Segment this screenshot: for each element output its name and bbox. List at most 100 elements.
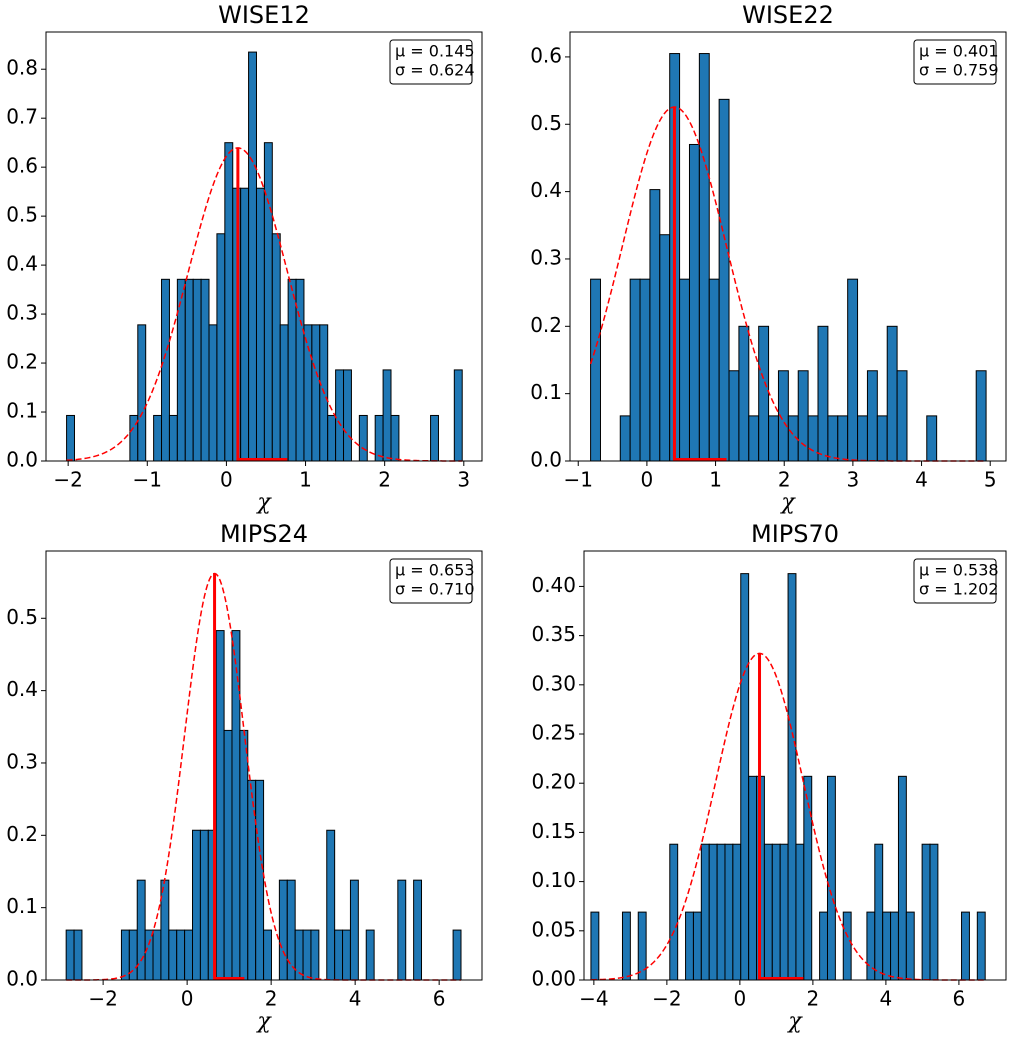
x-axis-label: χ	[786, 1009, 803, 1034]
y-tick-label: 0.1	[6, 894, 38, 918]
bar	[797, 370, 809, 462]
x-tick-label: −1	[563, 468, 592, 492]
y-tick-label: 0.30	[531, 671, 576, 695]
y-tick-label: 0.10	[531, 868, 576, 892]
x-tick-label: 4	[915, 468, 928, 492]
x-tick-label: 2	[265, 987, 278, 1011]
x-tick-label: −1	[133, 468, 162, 492]
bar	[286, 879, 296, 981]
bar	[255, 779, 265, 981]
bar	[342, 929, 351, 981]
stats-box	[913, 558, 997, 604]
subplot-title: WISE22	[742, 1, 834, 29]
bar	[688, 143, 700, 462]
bar	[629, 278, 641, 462]
axes-frame	[569, 31, 1007, 462]
bar	[365, 929, 375, 981]
bar	[779, 843, 789, 981]
bar	[326, 829, 336, 981]
bar	[724, 843, 734, 981]
y-tick-label: 0.4	[6, 252, 38, 276]
bar	[137, 324, 147, 462]
bar	[168, 414, 178, 462]
y-tick-label: 0.2	[6, 822, 38, 846]
bar	[231, 630, 241, 981]
stats-mu: μ = 0.538	[919, 561, 999, 580]
bar	[817, 325, 829, 462]
bar	[397, 879, 407, 981]
y-tick-label: 0.05	[531, 917, 576, 941]
bar	[160, 879, 170, 981]
y-tick-label: 0.6	[530, 43, 562, 67]
x-tick-label: −2	[652, 987, 681, 1011]
bar	[413, 879, 423, 981]
bar	[975, 370, 987, 462]
subplot: −2 −1 0 1 2 3 0.0 0.1 0.2 0.3 0.4 0.5 0.6 0.7 0.8 WISE1…	[6, 1, 483, 515]
bar	[857, 415, 868, 462]
bar	[874, 843, 884, 981]
x-tick-label: 4	[880, 987, 893, 1011]
bar	[216, 233, 226, 462]
subplot: −4 −2 0 2 4 6 0.00 0.05 0.10 0.15 0.20 0.25 0.30 0.35…	[531, 520, 1007, 1034]
subplot-title: WISE12	[218, 1, 310, 29]
bar	[382, 369, 392, 462]
x-tick-label: 5	[984, 468, 997, 492]
x-tick-label: −4	[579, 987, 608, 1011]
x-tick-label: 0	[641, 468, 654, 492]
bar	[208, 324, 218, 462]
bar	[826, 775, 836, 981]
bar	[239, 729, 249, 981]
y-tick-label: 0.7	[6, 105, 38, 129]
bar	[976, 911, 986, 981]
x-tick-label: 0	[181, 987, 194, 1011]
bar	[787, 573, 797, 981]
bar	[453, 369, 463, 462]
y-tick-label: 0.20	[531, 770, 576, 794]
bar	[763, 843, 773, 981]
bar	[758, 325, 770, 462]
bar	[639, 278, 651, 462]
bar	[728, 370, 740, 462]
bar	[287, 278, 297, 462]
bar	[926, 415, 938, 462]
bar	[327, 414, 337, 462]
bar	[335, 369, 345, 462]
subplot: −1 0 1 2 3 4 5 0.0 0.1 0.2 0.3 0.4 0.5 0.6 WISE22 χ μ = …	[530, 1, 1007, 515]
y-tick-label: 0.2	[530, 313, 562, 337]
bar	[278, 879, 288, 981]
y-tick-label: 0.3	[6, 749, 38, 773]
fit-curve	[66, 572, 461, 981]
bar	[819, 911, 828, 981]
x-tick-label: 4	[349, 987, 362, 1011]
bar	[168, 929, 178, 981]
bar	[669, 843, 679, 981]
x-tick-label: 1	[299, 468, 312, 492]
bar	[153, 414, 163, 462]
bar	[679, 278, 690, 462]
y-tick-label: 0.0	[6, 448, 38, 472]
bar	[590, 911, 600, 981]
x-axis-label: χ	[255, 490, 272, 515]
y-tick-label: 0.0	[6, 967, 38, 991]
bar	[827, 415, 839, 462]
bar	[866, 911, 876, 981]
bar	[184, 929, 194, 981]
stats-mu: μ = 0.145	[395, 42, 475, 61]
bar	[279, 324, 289, 462]
y-tick-label: 0.25	[531, 721, 576, 745]
bar	[896, 370, 908, 462]
bar	[240, 187, 250, 462]
axes-frame	[45, 31, 483, 462]
x-tick-label: 2	[378, 468, 391, 492]
bar	[649, 189, 661, 462]
y-tick-label: 0.3	[530, 245, 562, 269]
stats-mu: μ = 0.653	[395, 561, 475, 580]
y-tick-label: 0.35	[531, 622, 576, 646]
x-tick-label: 2	[807, 987, 820, 1011]
bar	[144, 929, 154, 981]
bar	[430, 414, 439, 462]
bar	[311, 324, 321, 462]
bar	[659, 234, 671, 462]
x-axis-label: χ	[779, 490, 796, 515]
x-tick-label: −2	[53, 468, 82, 492]
